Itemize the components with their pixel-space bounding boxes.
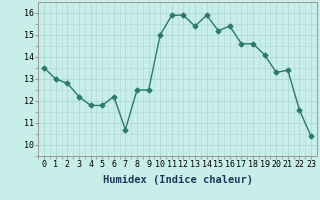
X-axis label: Humidex (Indice chaleur): Humidex (Indice chaleur) bbox=[103, 175, 252, 185]
